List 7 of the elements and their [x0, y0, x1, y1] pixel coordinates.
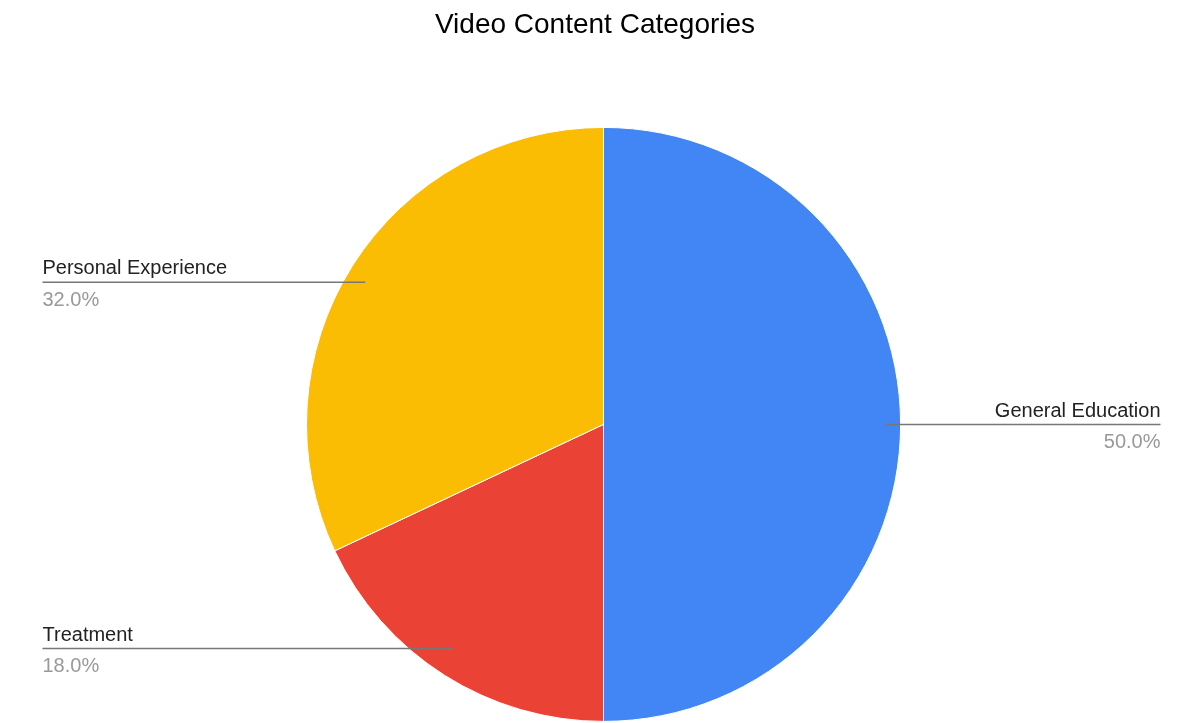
data-label: 50.0% — [1103, 430, 1161, 453]
data-label: 32.0% — [42, 287, 100, 310]
data-label: 18.0% — [42, 654, 100, 677]
slice-label: Personal Experience — [42, 256, 228, 279]
slice-label: General Education — [994, 398, 1161, 421]
slice-label: Treatment — [42, 622, 134, 645]
chart-title: Video Content Categories — [434, 7, 756, 39]
